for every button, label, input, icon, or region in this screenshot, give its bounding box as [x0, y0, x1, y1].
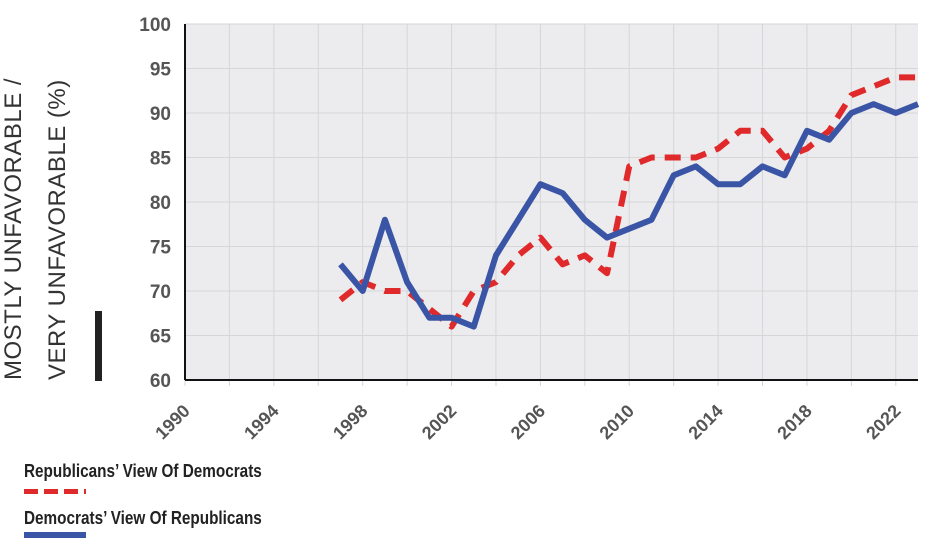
x-tick-label: 2022: [862, 401, 904, 443]
y-axis-label-line-1: MOSTLY UNFAVORABLE /: [0, 77, 27, 380]
y-tick-label: 95: [150, 60, 172, 81]
y-tick-label: 100: [139, 15, 171, 36]
y-tick-label: 80: [150, 193, 171, 214]
y-tick-label: 65: [150, 327, 172, 348]
legend-label-democrats: Democrats’ View Of Republicans: [24, 508, 262, 528]
legend-swatch-republicans: [24, 489, 86, 494]
x-tick-label: 1990: [151, 401, 193, 443]
series-line-democrats: [338, 101, 920, 330]
x-tick-label: 2006: [507, 401, 549, 443]
legend-label-republicans: Republicans’ View Of Democrats: [24, 461, 262, 481]
y-tick-label: 70: [150, 282, 171, 303]
legend-swatch-democrats: [24, 532, 86, 538]
y-tick-label: 60: [150, 371, 171, 392]
x-tick-label: 2014: [684, 401, 726, 443]
y-tick-label: 90: [150, 104, 171, 125]
y-axis-label-line-2: VERY UNFAVORABLE (%): [44, 79, 71, 380]
x-tick-label: 2010: [596, 401, 638, 443]
x-tick-label: 1998: [329, 401, 371, 443]
x-tick-label: 2002: [418, 401, 460, 443]
x-tick-label: 2018: [773, 401, 815, 443]
y-axis-label-bar: [95, 311, 102, 381]
x-tick-label: 1994: [240, 401, 282, 443]
y-tick-label: 75: [150, 238, 172, 259]
y-tick-label: 85: [150, 149, 172, 170]
